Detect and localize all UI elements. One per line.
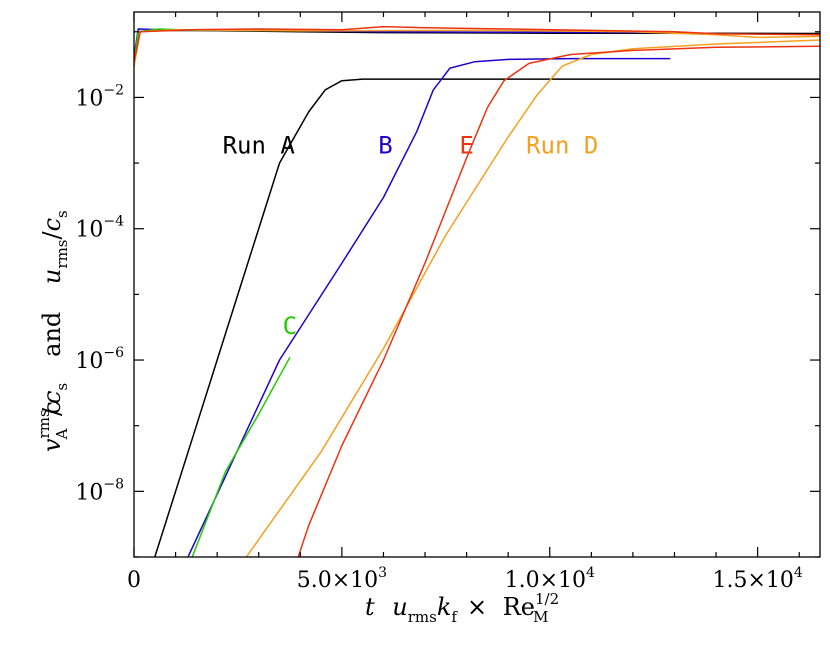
series-A-velocity-line — [134, 29, 820, 67]
y-axis-label-part2: csand urms/cs — [38, 210, 71, 404]
series-layer — [134, 25, 820, 557]
x-tick-label: 5.0×103 — [297, 565, 387, 593]
series-label: Run D — [526, 131, 598, 159]
y-tick-label: 10−2 — [75, 82, 124, 111]
y-axis-label-slash1: / — [38, 407, 66, 416]
y-tick-label: 10−4 — [75, 214, 124, 243]
x-tick-label: 0 — [127, 568, 141, 593]
series-label: C — [283, 312, 297, 340]
series-E-magnetic-line — [297, 45, 820, 557]
series-D-magnetic-line — [245, 39, 820, 557]
label-layer: Run A B E Run D C — [223, 131, 599, 339]
tick-layer: 0 5.0×103 1.0×104 1.5×104 10−2 10−4 10−6 10−8 — [75, 12, 820, 593]
series-E-velocity-line — [134, 25, 820, 62]
y-tick-label: 10−8 — [75, 476, 124, 505]
plot-frame — [133, 11, 821, 558]
x-axis-label: t urmskf × Re1/2 M — [365, 590, 559, 626]
y-axis-label: vrmsAc — [35, 401, 71, 452]
series-A-magnetic-line — [154, 78, 820, 557]
x-tick-label: 1.0×104 — [505, 565, 595, 593]
series-B-magnetic-line — [187, 57, 671, 557]
series-C-velocity-line — [134, 28, 290, 62]
series-label: E — [459, 131, 473, 159]
series-C-magnetic-line — [191, 356, 291, 557]
y-tick-label: 10−6 — [75, 345, 124, 374]
series-label: B — [378, 131, 392, 159]
x-tick-label: 1.5×104 — [712, 565, 802, 593]
series-label: Run A — [223, 131, 296, 159]
